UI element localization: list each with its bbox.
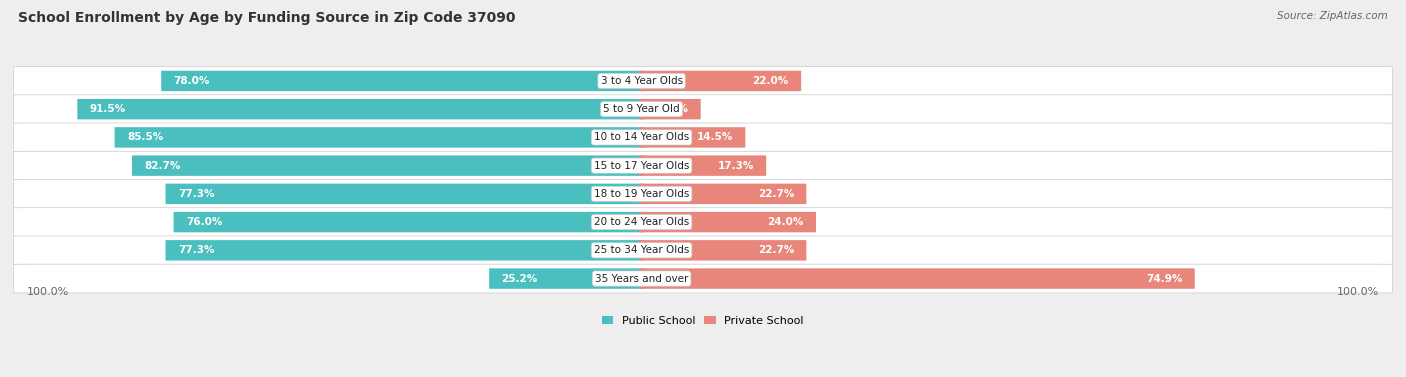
Text: 22.7%: 22.7%: [758, 189, 794, 199]
FancyBboxPatch shape: [115, 127, 644, 148]
Text: 85.5%: 85.5%: [127, 132, 163, 143]
FancyBboxPatch shape: [166, 240, 644, 261]
FancyBboxPatch shape: [14, 208, 1392, 236]
Text: 17.3%: 17.3%: [717, 161, 754, 171]
Text: 15 to 17 Year Olds: 15 to 17 Year Olds: [593, 161, 689, 171]
Text: 5 to 9 Year Old: 5 to 9 Year Old: [603, 104, 681, 114]
Text: 100.0%: 100.0%: [27, 287, 69, 297]
FancyBboxPatch shape: [638, 184, 807, 204]
Text: 78.0%: 78.0%: [173, 76, 209, 86]
Text: Source: ZipAtlas.com: Source: ZipAtlas.com: [1277, 11, 1388, 21]
FancyBboxPatch shape: [77, 99, 644, 120]
Text: 24.0%: 24.0%: [768, 217, 804, 227]
Text: 100.0%: 100.0%: [1337, 287, 1379, 297]
Text: 3 to 4 Year Olds: 3 to 4 Year Olds: [600, 76, 683, 86]
Legend: Public School, Private School: Public School, Private School: [598, 311, 808, 330]
Text: 10 to 14 Year Olds: 10 to 14 Year Olds: [593, 132, 689, 143]
Text: 14.5%: 14.5%: [697, 132, 733, 143]
Text: 22.0%: 22.0%: [752, 76, 789, 86]
Text: School Enrollment by Age by Funding Source in Zip Code 37090: School Enrollment by Age by Funding Sour…: [18, 11, 516, 25]
FancyBboxPatch shape: [638, 71, 801, 91]
Text: 8.5%: 8.5%: [659, 104, 689, 114]
Text: 35 Years and over: 35 Years and over: [595, 274, 689, 284]
FancyBboxPatch shape: [638, 240, 807, 261]
Text: 25.2%: 25.2%: [502, 274, 537, 284]
FancyBboxPatch shape: [132, 155, 644, 176]
FancyBboxPatch shape: [14, 236, 1392, 265]
FancyBboxPatch shape: [162, 71, 644, 91]
FancyBboxPatch shape: [489, 268, 644, 289]
Text: 82.7%: 82.7%: [145, 161, 180, 171]
FancyBboxPatch shape: [638, 212, 815, 232]
Text: 25 to 34 Year Olds: 25 to 34 Year Olds: [593, 245, 689, 255]
Text: 20 to 24 Year Olds: 20 to 24 Year Olds: [593, 217, 689, 227]
FancyBboxPatch shape: [14, 264, 1392, 293]
FancyBboxPatch shape: [14, 66, 1392, 95]
FancyBboxPatch shape: [638, 268, 1195, 289]
FancyBboxPatch shape: [638, 127, 745, 148]
Text: 22.7%: 22.7%: [758, 245, 794, 255]
FancyBboxPatch shape: [638, 155, 766, 176]
FancyBboxPatch shape: [638, 99, 700, 120]
FancyBboxPatch shape: [14, 151, 1392, 180]
FancyBboxPatch shape: [14, 123, 1392, 152]
FancyBboxPatch shape: [14, 179, 1392, 208]
Text: 74.9%: 74.9%: [1146, 274, 1182, 284]
FancyBboxPatch shape: [173, 212, 644, 232]
Text: 91.5%: 91.5%: [90, 104, 125, 114]
FancyBboxPatch shape: [14, 95, 1392, 124]
Text: 77.3%: 77.3%: [177, 245, 214, 255]
Text: 76.0%: 76.0%: [186, 217, 222, 227]
FancyBboxPatch shape: [166, 184, 644, 204]
Text: 77.3%: 77.3%: [177, 189, 214, 199]
Text: 18 to 19 Year Olds: 18 to 19 Year Olds: [593, 189, 689, 199]
